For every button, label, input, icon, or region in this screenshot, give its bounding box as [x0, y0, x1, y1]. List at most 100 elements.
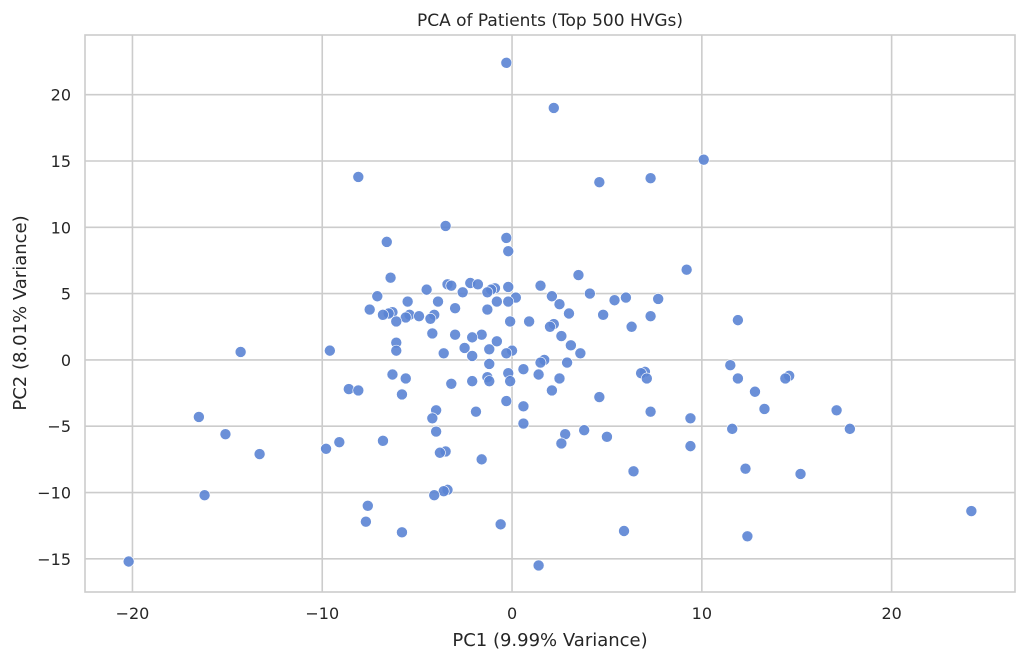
data-point	[830, 404, 843, 417]
data-point	[724, 359, 737, 372]
data-point	[534, 356, 547, 369]
data-point	[644, 172, 657, 185]
data-point	[601, 431, 613, 443]
data-point	[544, 320, 556, 333]
data-point	[483, 358, 496, 370]
data-point	[122, 555, 135, 568]
data-point	[426, 412, 439, 425]
data-point	[627, 465, 640, 478]
data-point	[445, 377, 458, 390]
y-tick-labels: −15 −10 −5 0 5 10 15 20	[37, 86, 71, 569]
data-point	[523, 315, 535, 328]
data-point	[399, 372, 412, 385]
data-point	[732, 372, 744, 385]
x-tick-label: −20	[116, 604, 150, 623]
data-point	[732, 314, 744, 326]
data-point	[390, 315, 403, 328]
data-point	[532, 368, 545, 381]
data-point	[625, 320, 638, 333]
data-point	[500, 395, 513, 407]
chart-title: PCA of Patients (Top 500 HVGs)	[417, 11, 683, 31]
y-tick-label: 0	[61, 351, 71, 370]
data-point	[684, 412, 697, 425]
data-point	[363, 303, 376, 316]
data-point	[608, 294, 621, 307]
data-point	[502, 295, 515, 308]
data-point	[466, 375, 478, 387]
x-axis-label: PC1 (9.99% Variance)	[452, 630, 647, 651]
data-point	[555, 437, 568, 450]
data-point	[219, 428, 232, 440]
data-point	[618, 525, 630, 537]
data-point	[578, 424, 590, 437]
data-point	[561, 356, 573, 369]
data-point	[532, 559, 545, 572]
data-point	[483, 343, 496, 356]
data-point	[565, 339, 577, 352]
data-point	[644, 310, 657, 322]
data-point	[546, 290, 558, 303]
data-point	[445, 279, 458, 292]
data-point	[739, 462, 752, 475]
data-point	[794, 468, 807, 480]
data-point	[401, 295, 414, 308]
y-tick-label: 15	[51, 152, 71, 171]
data-point	[466, 331, 478, 344]
data-point	[680, 263, 693, 276]
data-point	[434, 446, 446, 459]
y-tick-label: 20	[51, 86, 71, 105]
data-points	[122, 57, 978, 572]
data-point	[652, 293, 664, 305]
data-point	[640, 372, 653, 385]
data-point	[384, 271, 397, 284]
data-point	[758, 403, 771, 415]
y-tick-label: 5	[61, 285, 71, 304]
data-point	[749, 385, 761, 398]
y-tick-label: 10	[51, 218, 71, 237]
data-point	[593, 391, 606, 403]
data-point	[593, 176, 606, 189]
y-tick-label: −15	[37, 550, 71, 569]
data-point	[500, 57, 513, 69]
data-point	[555, 330, 568, 342]
data-point	[574, 347, 587, 360]
data-point	[198, 489, 211, 501]
data-point	[377, 309, 389, 321]
data-point	[386, 368, 399, 381]
data-point	[253, 448, 266, 460]
data-point	[360, 515, 372, 528]
data-point	[844, 423, 856, 435]
data-point	[456, 286, 469, 299]
data-point	[420, 283, 433, 296]
data-point	[437, 347, 450, 360]
data-point	[193, 411, 205, 423]
data-point	[430, 425, 442, 438]
data-point	[449, 302, 461, 314]
data-point	[726, 423, 739, 435]
data-point	[684, 440, 697, 452]
data-point	[380, 236, 393, 248]
data-point	[234, 346, 247, 358]
data-point	[371, 290, 384, 303]
data-point	[779, 372, 792, 385]
data-point	[563, 307, 575, 320]
x-tick-label: −10	[305, 604, 339, 623]
data-point	[324, 344, 336, 357]
data-point	[428, 489, 441, 501]
data-point	[517, 363, 530, 376]
data-point	[426, 327, 439, 340]
data-point	[413, 310, 425, 322]
data-point	[534, 279, 547, 292]
data-point	[424, 313, 437, 325]
plot-frame	[84, 34, 1016, 593]
x-tick-label: 10	[692, 604, 712, 623]
grid	[85, 35, 1015, 592]
data-point	[500, 347, 513, 360]
x-tick-label: 0	[507, 604, 517, 623]
data-point	[547, 102, 560, 114]
data-point	[458, 342, 471, 354]
data-point	[697, 153, 710, 166]
data-point	[361, 499, 374, 512]
data-point	[502, 281, 515, 293]
data-point	[491, 295, 503, 308]
